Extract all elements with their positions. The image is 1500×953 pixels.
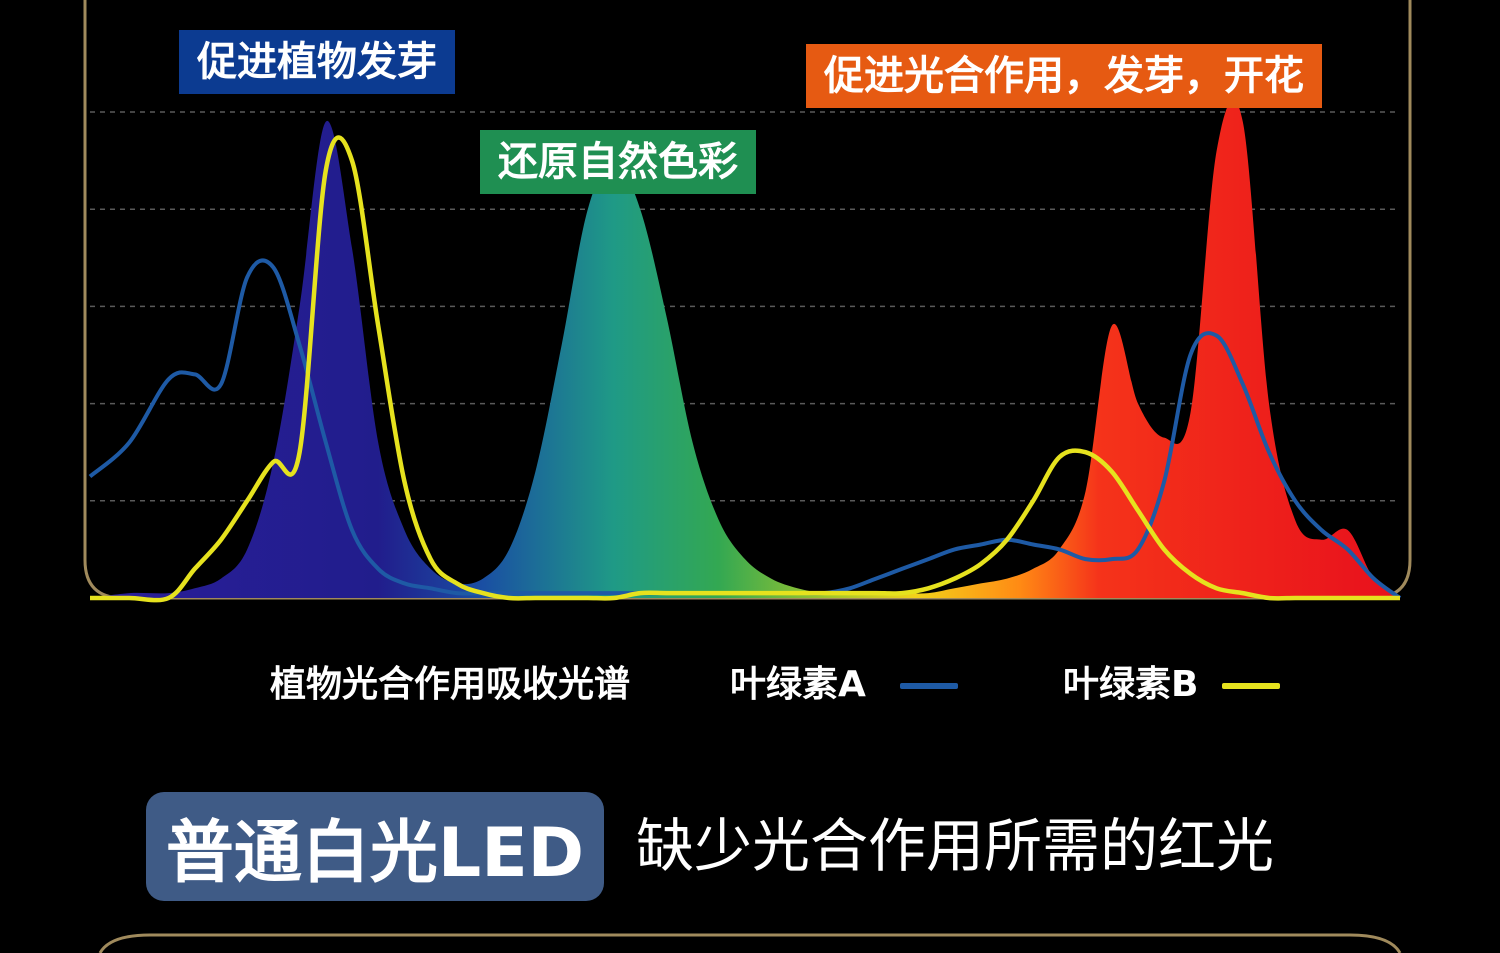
bottom-panel-frame [98, 933, 1402, 953]
annotation-natural-color-label: 还原自然色彩 [480, 130, 756, 194]
legend-chlorophyll-a-label: 叶绿素A [730, 664, 866, 705]
chlorophyll-b-line [90, 135, 1400, 603]
legend-chlorophyll-b-label: 叶绿素B [1063, 664, 1199, 705]
legend-chlorophyll-a-swatch [900, 683, 958, 689]
legend-spectrum-label: 植物光合作用吸收光谱 [270, 664, 631, 705]
absorption-spectrum-area [90, 99, 1400, 598]
annotation-germination-label: 促进植物发芽 [179, 30, 455, 94]
legend-chlorophyll-b-swatch [1222, 683, 1280, 689]
white-led-badge: 普通白光LED [146, 792, 604, 901]
annotation-photosynthesis-label: 促进光合作用，发芽，开花 [806, 44, 1322, 108]
led-caption: 缺少光合作用所需的红光 [636, 812, 1275, 880]
